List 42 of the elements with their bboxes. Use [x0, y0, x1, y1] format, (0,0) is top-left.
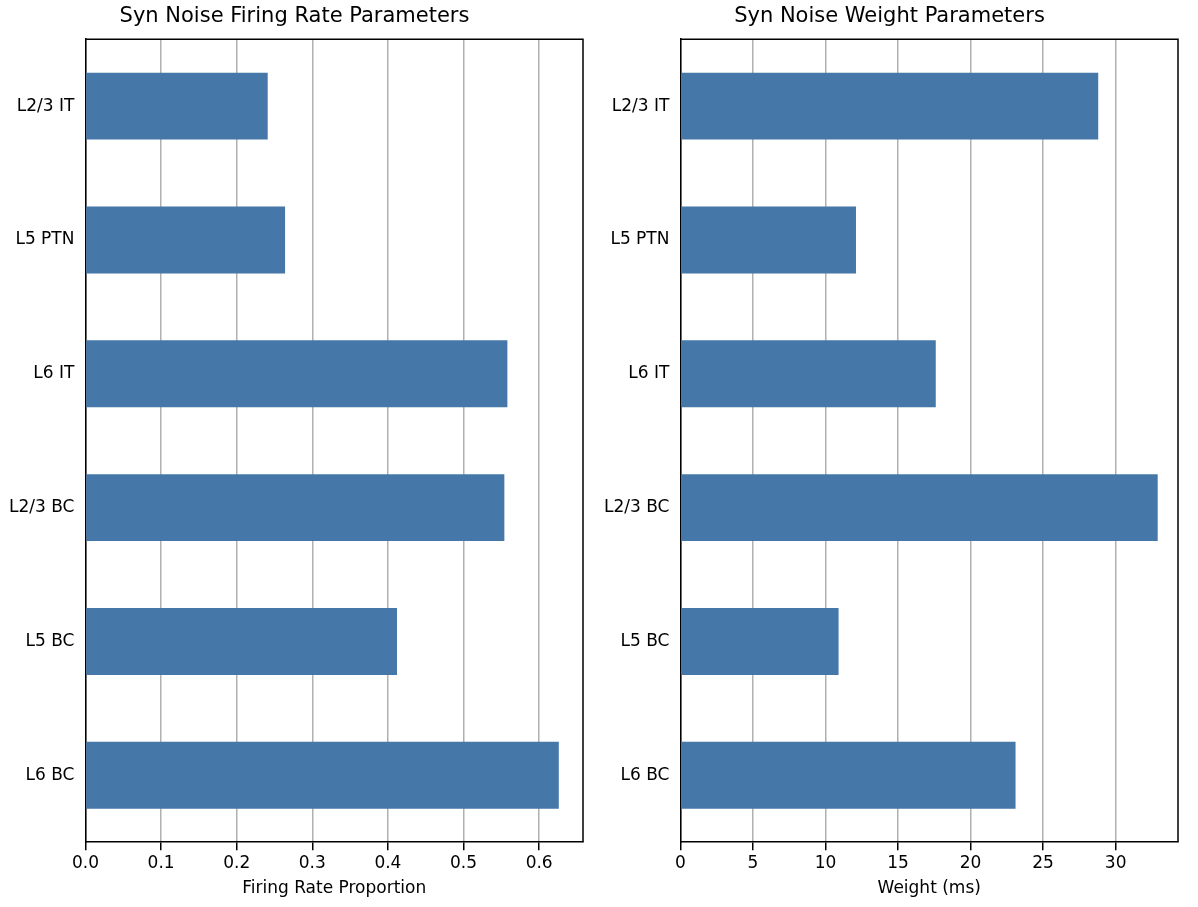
bar — [681, 741, 1016, 809]
chart-title: Syn Noise Firing Rate Parameters — [119, 3, 470, 28]
x-tick-label: 10 — [814, 851, 837, 872]
chart-title: Syn Noise Weight Parameters — [734, 3, 1045, 28]
x-tick-label: 5 — [747, 851, 759, 872]
x-tick-label: 0.4 — [374, 851, 402, 872]
bar — [86, 474, 505, 542]
x-tick-label: 0.0 — [71, 851, 99, 872]
x-tick-label: 15 — [887, 851, 909, 872]
x-tick-label: 0 — [675, 851, 686, 872]
y-tick-label: L2/3 IT — [16, 94, 76, 115]
y-tick-label: L5 PTN — [610, 228, 670, 249]
x-axis-title: Firing Rate Proportion — [242, 877, 427, 898]
y-tick-label: L6 BC — [620, 763, 670, 784]
x-tick-label: 20 — [959, 851, 982, 872]
bar — [681, 206, 856, 274]
y-tick-label: L6 IT — [628, 362, 671, 383]
x-tick-label: 0.3 — [298, 851, 326, 872]
bar — [681, 607, 839, 675]
y-tick-label: L5 BC — [620, 629, 670, 650]
bar — [681, 340, 936, 408]
y-tick-label: L6 BC — [25, 763, 75, 784]
y-tick-label: L5 PTN — [15, 228, 75, 249]
bar — [86, 741, 559, 809]
x-tick-label: 0.5 — [450, 851, 478, 872]
bar — [86, 206, 286, 274]
y-tick-label: L2/3 BC — [9, 496, 75, 517]
bar — [681, 474, 1158, 542]
bar — [86, 340, 508, 408]
x-tick-label: 0.1 — [147, 851, 175, 872]
y-tick-label: L6 IT — [33, 362, 76, 383]
y-tick-label: L2/3 BC — [604, 496, 670, 517]
bar — [681, 72, 1099, 140]
y-tick-label: L2/3 IT — [611, 94, 671, 115]
x-tick-label: 30 — [1104, 851, 1127, 872]
y-tick-label: L5 BC — [25, 629, 75, 650]
x-tick-label: 0.6 — [525, 851, 553, 872]
x-tick-label: 25 — [1032, 851, 1054, 872]
x-tick-label: 0.2 — [223, 851, 251, 872]
bar — [86, 607, 397, 675]
x-axis-title: Weight (ms) — [877, 877, 981, 898]
bar — [86, 72, 268, 140]
